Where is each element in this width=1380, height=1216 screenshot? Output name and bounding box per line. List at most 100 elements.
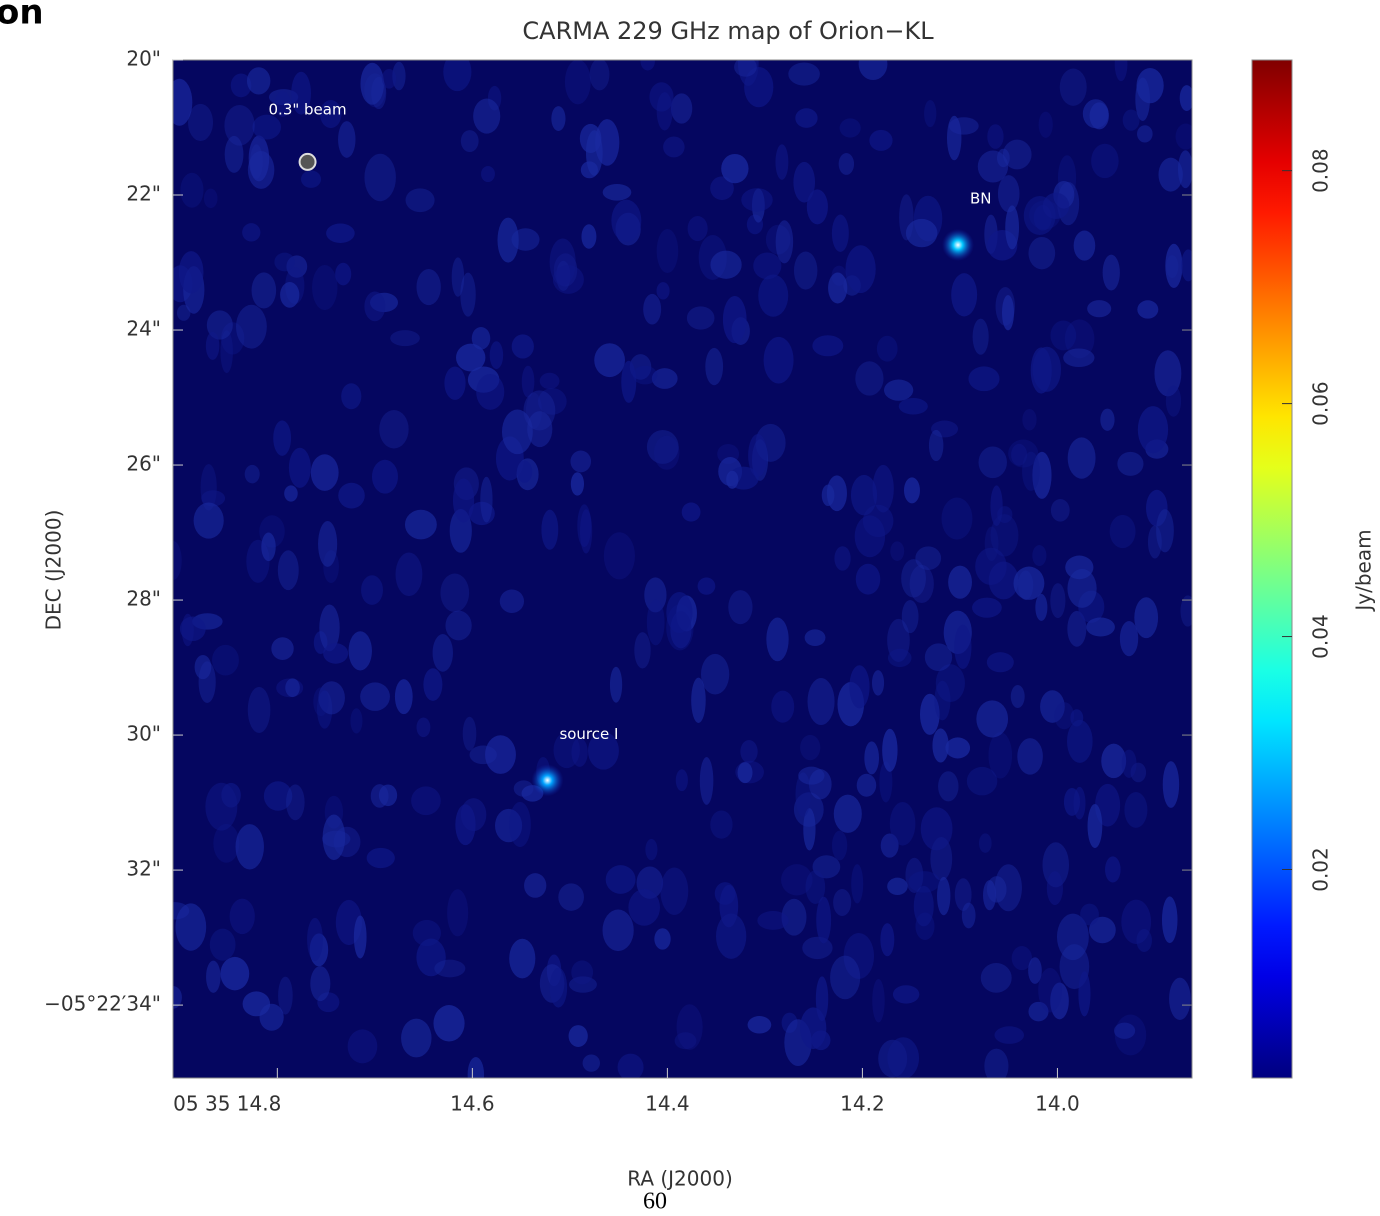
noise-blob [726,470,739,489]
noise-blob [715,913,747,959]
noise-blob [395,552,423,597]
noise-blob [831,214,849,252]
noise-blob [1161,896,1178,944]
noise-blob [798,766,825,785]
noise-blob [901,559,926,598]
noise-blob [919,693,940,735]
noise-blob [230,73,252,98]
noise-blob [805,870,826,904]
noise-blob [310,454,339,491]
noise-blob [1102,254,1120,291]
noise-blob [757,911,789,930]
noise-blob [928,429,944,462]
noise-blob [966,766,998,796]
noise-blob [611,199,642,242]
noise-blob [1162,761,1180,808]
noise-blob [871,670,885,696]
noise-blob [284,485,298,502]
noise-blob [996,148,1010,168]
noise-blob [326,223,355,244]
noise-blob [1070,709,1084,727]
noise-blob [551,106,566,131]
y-tick-label: 30" [126,722,161,746]
noise-blob [203,188,218,209]
noise-blob [366,847,395,869]
noise-blob [274,252,295,272]
noise-blob [1022,451,1040,491]
noise-blob [699,756,714,805]
noise-blob [440,573,470,613]
noise-blob [242,223,261,242]
y-tick-label: 26" [126,452,161,476]
noise-blob [1147,525,1162,559]
noise-blob [1028,236,1056,270]
noise-blob [392,61,406,91]
noise-blob [1054,702,1075,730]
noise-blob [660,867,689,915]
noise-blob [892,985,920,1004]
noise-blob [741,188,773,212]
noise-blob [803,808,816,851]
noise-blob [728,590,753,625]
noise-blob [948,117,979,135]
noise-blob [988,561,1019,600]
noise-blob [697,577,716,595]
noise-blob [313,687,329,717]
noise-blob [686,306,715,330]
noise-blob [1124,792,1148,828]
noise-blob [1017,738,1043,775]
noise-blob [549,967,568,1008]
noise-blob [978,833,992,853]
noise-blob [318,521,338,567]
noise-blob [1087,804,1103,849]
plot-frame [172,59,1193,1079]
noise-blob [175,903,207,951]
noise-blob [839,118,861,138]
noise-blob [404,509,437,540]
noise-blob [353,915,367,959]
noise-blob [644,577,667,613]
noise-blob [643,293,662,325]
noise-blob [793,161,816,203]
noise-blob [1101,743,1127,779]
noise-blob [681,502,701,522]
noise-blob [887,648,912,668]
noise-blob [1011,946,1033,971]
noise-blob [984,1048,1009,1078]
noise-blob [285,678,300,698]
noise-blob [571,737,588,767]
noise-blob [291,71,311,115]
noise-blob [984,526,999,562]
noise-blob [360,682,390,711]
page-number: 60 [643,1189,667,1215]
noise-blob [322,830,351,848]
noise-blob [1050,320,1077,351]
noise-blob [938,771,959,802]
noise-blob [213,823,240,863]
noise-blob [830,955,861,1000]
noise-blob [224,104,255,146]
noise-blob [1030,347,1052,394]
noise-blob [333,826,361,858]
noise-blob [1146,489,1168,527]
noise-blob [946,115,962,161]
noise-blob [710,176,734,201]
noise-blob [816,896,832,944]
noise-blob [748,433,768,478]
noise-blob [826,475,847,512]
noise-blob [411,786,441,816]
noise-blob [401,1018,432,1058]
noise-blob [523,390,556,431]
noise-blob [335,262,352,286]
noise-blob [541,509,559,550]
noise-blob [371,459,398,494]
noise-blob [828,272,848,304]
noise-blob [753,252,782,280]
noise-blob [360,62,385,105]
noise-blob [951,273,978,317]
noise-blob [1066,719,1093,763]
noise-blob [674,1032,697,1050]
noise-blob [1002,139,1032,170]
noise-blob [381,68,397,89]
